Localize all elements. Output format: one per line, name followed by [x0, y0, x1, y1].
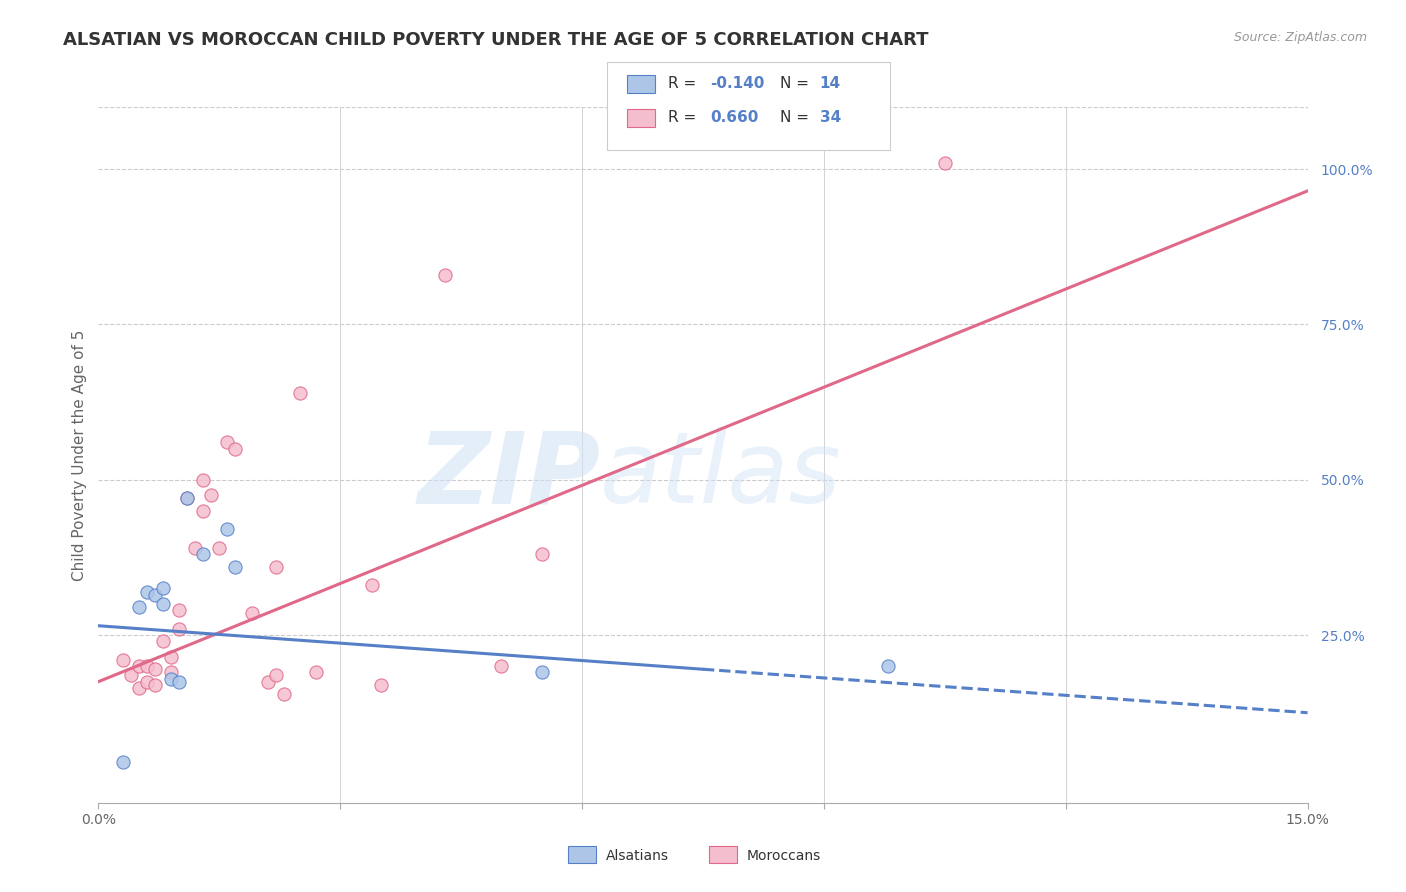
Point — [434, 268, 457, 282]
Point — [224, 442, 246, 456]
Text: Alsatians: Alsatians — [606, 849, 669, 863]
Point — [152, 634, 174, 648]
Point — [530, 547, 553, 561]
Point — [167, 674, 190, 689]
Text: atlas: atlas — [600, 427, 842, 524]
Point — [240, 607, 263, 621]
Point — [877, 659, 900, 673]
Point — [128, 659, 150, 673]
Text: ZIP: ZIP — [418, 427, 600, 524]
Text: Source: ZipAtlas.com: Source: ZipAtlas.com — [1233, 31, 1367, 45]
Point — [934, 156, 956, 170]
Point — [135, 659, 157, 673]
Point — [143, 662, 166, 676]
Point — [176, 491, 198, 506]
Point — [135, 584, 157, 599]
Point — [160, 649, 183, 664]
Point — [264, 668, 287, 682]
Y-axis label: Child Poverty Under the Age of 5: Child Poverty Under the Age of 5 — [72, 329, 87, 581]
Point — [152, 582, 174, 596]
Text: N =: N = — [780, 111, 814, 125]
Point — [160, 665, 183, 680]
Point — [111, 756, 134, 770]
Point — [193, 547, 215, 561]
Text: Moroccans: Moroccans — [747, 849, 821, 863]
Text: -0.140: -0.140 — [710, 77, 765, 91]
Point — [200, 488, 222, 502]
Point — [128, 600, 150, 615]
Point — [288, 385, 311, 400]
Point — [370, 678, 392, 692]
Text: N =: N = — [780, 77, 814, 91]
Point — [176, 491, 198, 506]
Point — [491, 659, 513, 673]
Point — [111, 653, 134, 667]
Point — [256, 674, 278, 689]
Point — [273, 687, 295, 701]
Point — [208, 541, 231, 555]
Text: 0.660: 0.660 — [710, 111, 758, 125]
Text: 14: 14 — [820, 77, 841, 91]
Point — [224, 559, 246, 574]
Point — [120, 668, 142, 682]
Point — [217, 435, 239, 450]
Point — [152, 597, 174, 611]
Point — [167, 622, 190, 636]
Text: ALSATIAN VS MOROCCAN CHILD POVERTY UNDER THE AGE OF 5 CORRELATION CHART: ALSATIAN VS MOROCCAN CHILD POVERTY UNDER… — [63, 31, 929, 49]
Point — [305, 665, 328, 680]
Point — [135, 674, 157, 689]
Point — [160, 672, 183, 686]
Point — [167, 603, 190, 617]
Point — [530, 665, 553, 680]
Point — [361, 578, 384, 592]
Point — [264, 559, 287, 574]
Point — [193, 504, 215, 518]
Text: 34: 34 — [820, 111, 841, 125]
Point — [128, 681, 150, 695]
Point — [217, 523, 239, 537]
Point — [143, 678, 166, 692]
Text: R =: R = — [668, 111, 702, 125]
Point — [184, 541, 207, 555]
Point — [143, 588, 166, 602]
Text: R =: R = — [668, 77, 702, 91]
Point — [193, 473, 215, 487]
